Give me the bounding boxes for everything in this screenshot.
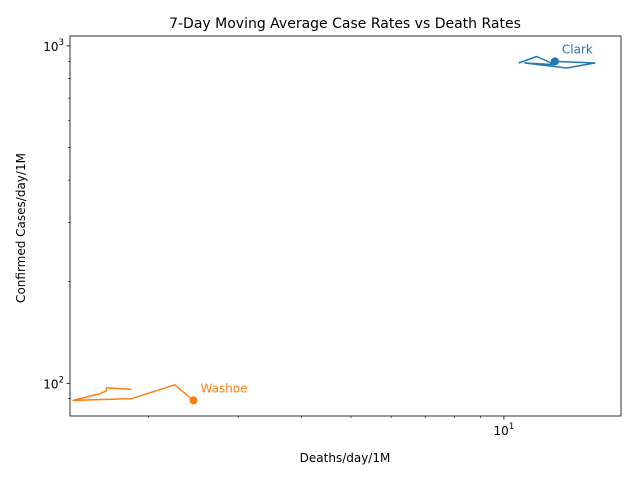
axes-frame xyxy=(69,35,622,417)
x-axis-label: Deaths/day/1M xyxy=(300,451,391,465)
series-label-washoe: Washoe xyxy=(201,381,248,395)
series-label-clark: Clark xyxy=(562,42,593,56)
chart-title: 7-Day Moving Average Case Rates vs Death… xyxy=(169,16,521,32)
series-end-marker-washoe xyxy=(189,396,198,405)
series-line-washoe xyxy=(72,384,194,402)
y-tick-label: 102 xyxy=(43,375,64,391)
series-end-marker-clark xyxy=(550,57,559,66)
x-tick-label: 101 xyxy=(494,422,515,438)
y-axis-label: Confirmed Cases/day/1M xyxy=(14,153,28,303)
plot-area: Clark Washoe xyxy=(72,42,596,405)
axes: 101 102 103 xyxy=(43,35,622,438)
y-tick-label: 103 xyxy=(43,38,64,54)
series-line-clark xyxy=(518,55,596,69)
